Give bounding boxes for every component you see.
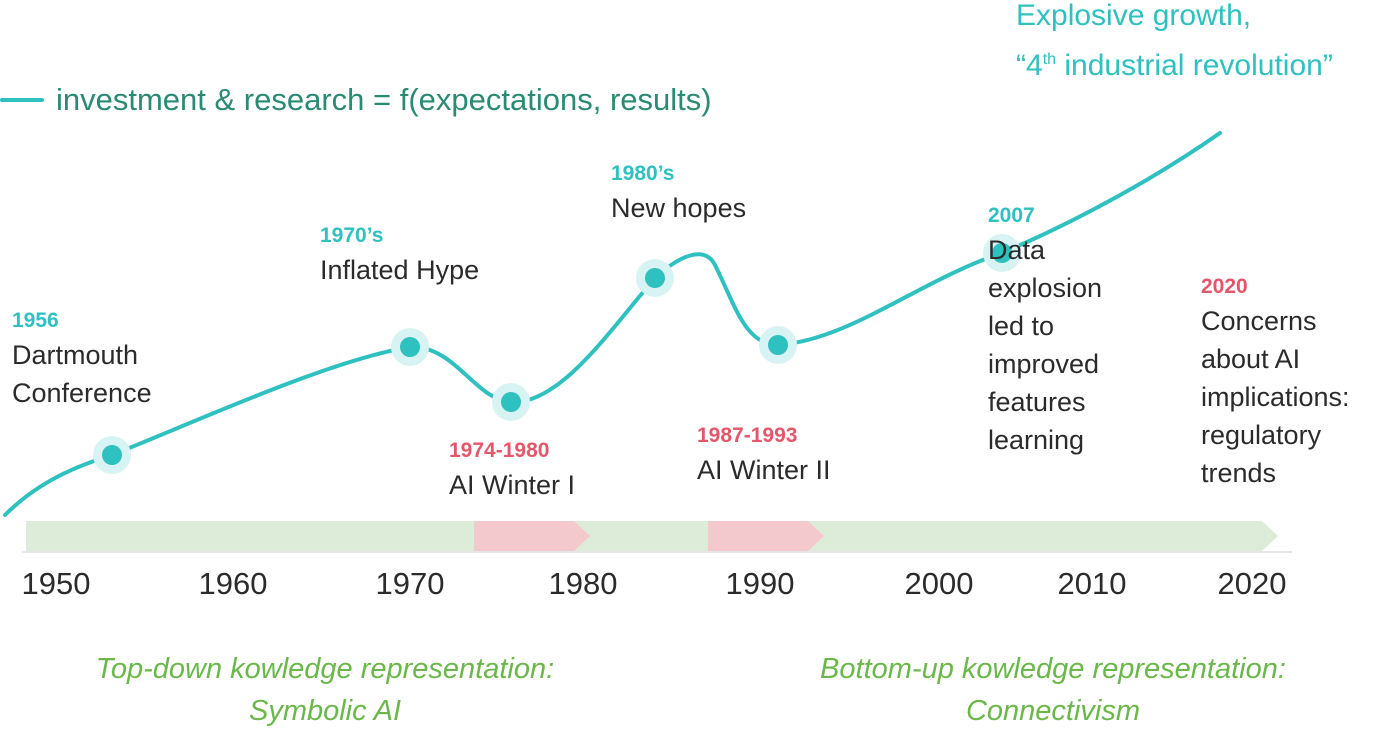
caption-symbolic-ai: Top-down kowledge representation: Symbol… xyxy=(40,648,610,732)
era-bar-winter-1 xyxy=(474,521,590,551)
event-year: 1974-1980 xyxy=(449,439,550,462)
event-dot-1970s xyxy=(391,328,429,366)
decade-label-2000: 2000 xyxy=(904,566,974,601)
event-desc-line: Conference xyxy=(12,378,152,408)
event-year: 1987-1993 xyxy=(697,424,798,447)
decade-label-1980: 1980 xyxy=(548,566,618,601)
event-dot-2007 xyxy=(983,234,1021,272)
event-desc-line: led to xyxy=(988,311,1055,341)
headline-line-1: Explosive growth, xyxy=(1016,0,1252,32)
event-ai-winter-1: 1974-1980 AI Winter I xyxy=(449,436,575,504)
caption-line: Bottom-up kowledge representation: xyxy=(820,653,1286,685)
event-desc-line: features xyxy=(988,387,1086,417)
headline-line-2-pre: “4 xyxy=(1016,49,1043,82)
event-year: 1980’s xyxy=(611,162,675,185)
event-year: 2007 xyxy=(988,204,1035,227)
event-desc-line: implications: xyxy=(1201,382,1350,412)
decade-label-1990: 1990 xyxy=(725,566,795,601)
decade-label-1960: 1960 xyxy=(198,566,268,601)
event-desc-line: learning xyxy=(988,425,1085,455)
event-desc-line: about AI xyxy=(1201,344,1301,374)
caption-line: Connectivism xyxy=(965,695,1141,727)
decade-label-2020: 2020 xyxy=(1217,566,1287,601)
event-year: 1956 xyxy=(12,309,59,332)
event-desc-line: Concerns xyxy=(1201,306,1317,336)
event-dot-winter-2 xyxy=(759,326,797,364)
event-year: 1970’s xyxy=(320,224,384,247)
event-desc-line: Data xyxy=(988,235,1046,265)
caption-line: Top-down kowledge representation: xyxy=(95,653,555,685)
event-desc-line: regulatory xyxy=(1201,420,1322,450)
era-bar-green xyxy=(26,521,1278,551)
event-desc-line: New hopes xyxy=(611,193,747,223)
legend: investment & research = f(expectations, … xyxy=(0,78,712,122)
event-year: 2020 xyxy=(1201,275,1248,298)
event-dot-1956 xyxy=(93,436,131,474)
event-ai-winter-2: 1987-1993 AI Winter II xyxy=(697,421,831,489)
event-2007: 2007 Data explosion led to improved feat… xyxy=(988,201,1102,459)
event-desc-line: improved xyxy=(988,349,1100,379)
event-desc-line: AI Winter I xyxy=(449,470,576,500)
decade-label-2010: 2010 xyxy=(1057,566,1127,601)
event-desc-line: trends xyxy=(1201,458,1277,488)
decade-label-1970: 1970 xyxy=(375,566,445,601)
headline-line-2-sup: th xyxy=(1042,51,1057,68)
headline-line-2: “4th industrial revolution” xyxy=(1016,38,1333,88)
event-desc-line: Dartmouth xyxy=(12,340,139,370)
event-1970s: 1970’s Inflated Hype xyxy=(320,221,479,289)
decade-label-1950: 1950 xyxy=(21,566,91,601)
event-1980s: 1980’s New hopes xyxy=(611,159,746,227)
event-dot-1980s xyxy=(636,259,674,297)
event-2020: 2020 Concerns about AI implications: reg… xyxy=(1201,272,1350,492)
event-dot-winter-1 xyxy=(492,383,530,421)
legend-label: investment & research = f(expectations, … xyxy=(56,82,712,117)
era-bar-winter-2 xyxy=(708,521,824,551)
headline: Explosive growth, “4th industrial revolu… xyxy=(1016,0,1333,88)
legend-line-swatch xyxy=(0,98,44,102)
event-1956: 1956 Dartmouth Conference xyxy=(12,306,152,412)
caption-line: Symbolic AI xyxy=(248,695,402,727)
event-desc-line: Inflated Hype xyxy=(320,255,480,285)
caption-connectivism: Bottom-up kowledge representation: Conne… xyxy=(768,648,1338,732)
event-desc-line: AI Winter II xyxy=(697,455,831,485)
event-desc-line: explosion xyxy=(988,273,1103,303)
headline-line-2-post: industrial revolution” xyxy=(1056,49,1333,82)
